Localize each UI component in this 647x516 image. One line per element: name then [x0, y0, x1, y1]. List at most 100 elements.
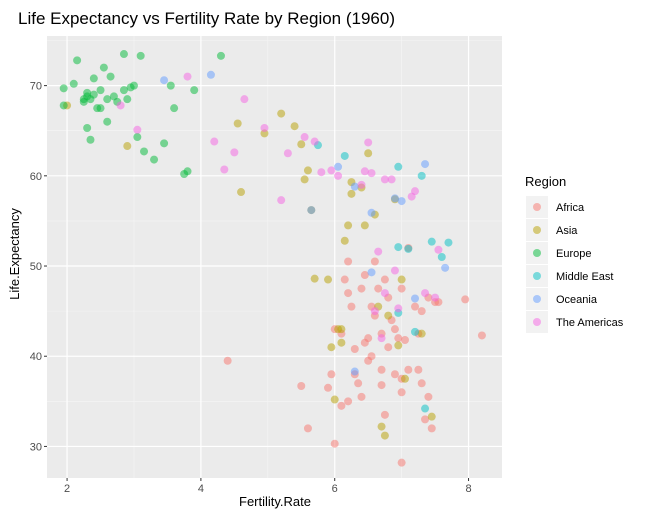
y-tick-label: 30 [30, 441, 42, 453]
legend-swatch-middle-east [533, 272, 541, 280]
legend-label-africa: Africa [556, 202, 585, 214]
legend-swatch-the-americas [533, 318, 541, 326]
point-europe [59, 84, 68, 93]
point-africa [347, 302, 356, 311]
point-europe [170, 104, 179, 113]
point-oceania [367, 268, 376, 277]
point-asia [400, 374, 409, 383]
point-middle-east [444, 238, 453, 247]
point-africa [397, 284, 406, 293]
chart-title: Life Expectancy vs Fertility Rate by Reg… [18, 9, 395, 28]
point-africa [404, 365, 413, 374]
point-the-americas [367, 169, 376, 178]
point-oceania [350, 367, 359, 376]
point-europe [119, 86, 128, 95]
point-middle-east [394, 243, 403, 252]
point-europe [123, 95, 132, 104]
legend-swatch-europe [533, 249, 541, 257]
point-asia [337, 338, 346, 347]
point-europe [106, 72, 115, 81]
point-asia [324, 275, 333, 284]
x-tick-label: 6 [332, 483, 338, 495]
point-the-americas [260, 124, 269, 133]
point-the-americas [310, 137, 319, 146]
point-the-americas [183, 72, 192, 81]
point-asia [300, 175, 309, 184]
point-africa [384, 343, 393, 352]
point-asia [397, 275, 406, 284]
point-africa [223, 356, 232, 365]
point-africa [367, 352, 376, 361]
plot-panel [47, 36, 502, 478]
point-asia [290, 122, 299, 131]
point-the-americas [230, 148, 239, 157]
y-axis-ticks: 30 40 50 60 70 [30, 81, 47, 453]
y-tick-label: 50 [30, 261, 42, 273]
point-europe [129, 81, 138, 90]
point-africa [380, 275, 389, 284]
point-europe [150, 155, 159, 164]
point-europe [136, 51, 145, 60]
point-oceania [206, 70, 215, 79]
point-africa [303, 424, 312, 433]
point-the-americas [431, 293, 440, 302]
point-asia [233, 119, 242, 128]
legend-swatch-africa [533, 203, 541, 211]
point-oceania [390, 194, 399, 203]
point-asia [297, 140, 306, 149]
point-europe [89, 74, 98, 83]
point-europe [83, 124, 92, 133]
point-africa [394, 334, 403, 343]
point-africa [397, 458, 406, 467]
point-oceania [334, 162, 343, 171]
point-asia [377, 422, 386, 431]
minor-gridlines [47, 36, 502, 478]
legend-label-the-americas: The Americas [556, 317, 624, 329]
point-the-americas [377, 334, 386, 343]
legend-items: Africa Asia Europe Middle East Oceania The Am… [526, 196, 624, 333]
point-africa [350, 345, 359, 354]
point-the-americas [370, 307, 379, 316]
point-asia [347, 189, 356, 198]
point-africa [417, 379, 426, 388]
point-oceania [411, 294, 420, 303]
data-points [59, 50, 486, 467]
point-the-americas [133, 125, 142, 134]
point-africa [427, 424, 436, 433]
point-asia [327, 343, 336, 352]
point-oceania [441, 263, 450, 272]
point-the-americas [380, 289, 389, 298]
point-asia [384, 311, 393, 320]
point-the-americas [434, 245, 443, 254]
point-the-americas [283, 149, 292, 158]
point-the-americas [327, 166, 336, 175]
point-asia [303, 166, 312, 175]
point-asia [360, 221, 369, 230]
point-africa [417, 307, 426, 316]
point-europe [83, 88, 92, 97]
point-africa [374, 284, 383, 293]
point-asia [380, 431, 389, 440]
point-africa [357, 392, 366, 401]
y-tick-label: 40 [30, 351, 42, 363]
point-africa [344, 257, 353, 266]
point-europe [140, 147, 149, 156]
point-the-americas [220, 165, 229, 174]
point-the-americas [421, 289, 430, 298]
x-axis-ticks: 2 4 6 8 [64, 478, 472, 495]
point-africa [370, 257, 379, 266]
point-asia [364, 149, 373, 158]
point-the-americas [116, 101, 125, 110]
point-africa [477, 331, 486, 340]
point-africa [340, 275, 349, 284]
point-the-americas [380, 175, 389, 184]
point-europe [103, 117, 112, 126]
point-the-americas [277, 196, 286, 205]
point-the-americas [411, 187, 420, 196]
point-africa [397, 388, 406, 397]
point-africa [377, 365, 386, 374]
point-europe [133, 133, 142, 142]
point-oceania [307, 206, 316, 215]
point-middle-east [417, 171, 426, 180]
